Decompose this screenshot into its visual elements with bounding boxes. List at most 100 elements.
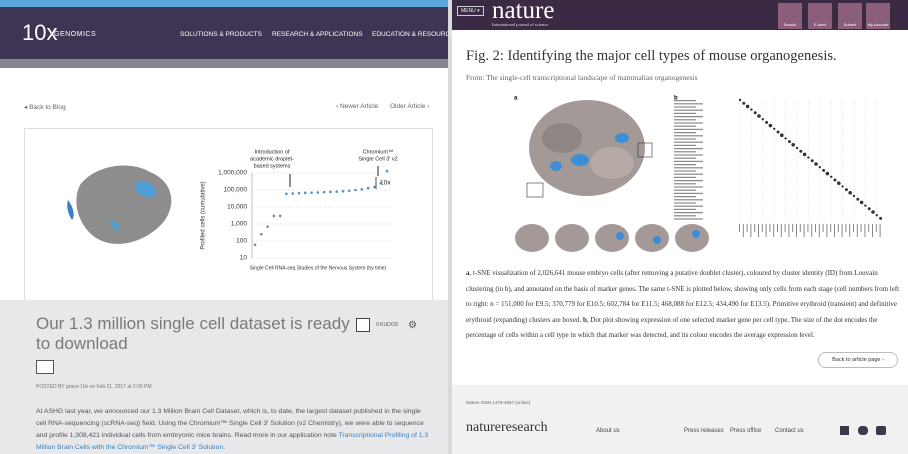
tsne-image [67,165,172,244]
dot [853,202,855,203]
dot [842,182,843,184]
dot [773,144,775,146]
dot [865,179,866,181]
annotation: 10x [380,180,391,187]
icon-button[interactable] [838,3,862,29]
dot [830,141,832,142]
row-label [674,173,703,175]
nature-logo[interactable]: nature [492,0,555,24]
nav-link[interactable]: EDUCATION & RESOURCES [372,31,459,38]
dot [853,154,855,155]
dot [876,205,878,206]
dot [853,138,855,139]
posted-by: POSTED BY grace-10x on Feb 21, 2017 at 2… [36,384,152,390]
row-label [674,164,696,166]
panel-label: a [514,96,518,102]
back-link[interactable]: ◂ Back to Blog [24,104,66,111]
dot [830,144,832,146]
col-label [860,224,862,232]
dot [841,185,844,188]
dot [773,118,775,120]
dot [808,186,809,187]
dot [751,189,752,190]
row-label [674,154,703,156]
data-point [259,232,263,236]
dot [865,147,866,149]
dot [830,122,832,123]
icon-button[interactable] [808,3,832,29]
icon-label: My Account [867,22,889,27]
dot [853,192,855,194]
logo[interactable]: 10x [22,20,58,45]
app-note-link[interactable]: Transcriptional Profiling of 1.3 Million… [36,432,429,451]
back-to-article[interactable]: Back to article page › [818,352,898,368]
dot [739,109,741,110]
older-link[interactable]: Older Article › [390,103,430,110]
nav-link[interactable]: RESEARCH & APPLICATIONS [272,31,363,38]
nav-link[interactable]: SOLUTIONS & PRODUCTS [180,31,262,38]
dot [830,138,832,139]
footer-link[interactable]: Contact us [775,428,804,434]
figure-caption: a, t-SNE visualization of 2,026,641 mous… [466,266,902,344]
dot [796,138,798,139]
col-label [769,224,771,232]
row-label [674,106,696,108]
dot [842,147,843,149]
footer-link[interactable]: Press releases [684,428,724,434]
footer-logo[interactable]: natureresearch [466,420,548,435]
post-title: Our 1.3 million single cell dataset is r… [36,314,350,353]
dot [773,170,775,171]
dot [739,150,741,152]
dot [773,122,775,123]
dot [853,115,855,117]
row-label [674,180,703,182]
dot [865,189,866,190]
dot [808,163,809,165]
dot [785,211,786,213]
dot [739,122,741,123]
dot [751,154,752,155]
dot [808,131,809,133]
footer-link[interactable]: About us [596,428,620,434]
dot [796,160,798,162]
dot [785,163,786,165]
icon-button[interactable] [778,3,802,29]
dot [762,173,764,174]
image-icon [36,360,54,374]
kudos-icon[interactable] [356,318,370,332]
dot [808,198,809,200]
dot [865,163,866,165]
newer-link[interactable]: ‹ Newer Article [336,103,379,110]
dot [853,160,855,162]
social-icon[interactable] [876,426,886,435]
row-label [674,119,696,121]
dot [865,138,866,139]
dot [808,176,809,178]
col-label [750,224,752,237]
col-label [845,224,847,232]
social-icon[interactable] [858,426,868,435]
dot [739,189,741,190]
dot [842,166,843,168]
icon-button[interactable] [866,3,890,29]
social-icon[interactable] [840,426,849,435]
dot [762,218,764,219]
dot [819,118,821,120]
dot [876,125,878,126]
dot [762,208,764,210]
dot [751,192,752,194]
data-point [272,214,276,218]
dot [865,118,866,120]
dot [773,208,775,210]
row-label [674,125,696,127]
col-label [853,224,854,232]
dot [819,214,821,216]
menu-button[interactable]: MENU ▾ [457,6,484,16]
dot [796,154,798,155]
settings-icon[interactable]: ⚙ [408,320,417,331]
dot [780,133,784,137]
dot [842,106,843,107]
dot [753,111,757,115]
footer-link[interactable]: Press office [730,428,762,434]
dot [830,115,832,117]
